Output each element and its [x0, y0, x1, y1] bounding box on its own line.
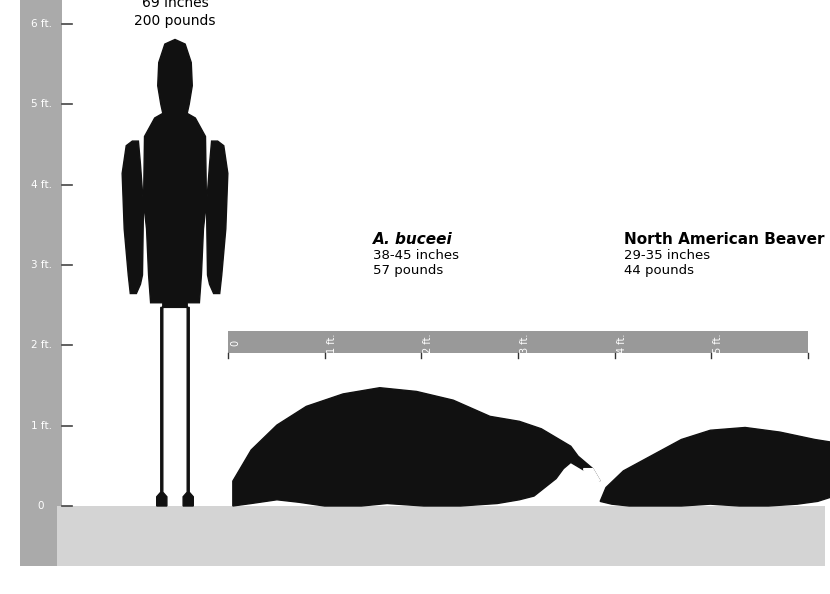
Text: 29-35 inches: 29-35 inches — [624, 249, 710, 262]
Bar — [20, 0, 62, 566]
Text: 1 ft.: 1 ft. — [327, 334, 337, 353]
Text: A. buceei: A. buceei — [373, 232, 452, 247]
Text: 6 ft.: 6 ft. — [810, 334, 820, 353]
Text: 44 pounds: 44 pounds — [624, 264, 695, 277]
Text: 3 ft.: 3 ft. — [31, 260, 51, 270]
Text: 1 ft.: 1 ft. — [31, 421, 51, 431]
Text: 2 ft.: 2 ft. — [423, 334, 433, 353]
Text: 2 ft.: 2 ft. — [31, 340, 51, 350]
Text: 57 pounds: 57 pounds — [373, 264, 443, 277]
Polygon shape — [583, 469, 600, 481]
Text: 3 ft.: 3 ft. — [520, 334, 530, 353]
Text: 0: 0 — [230, 340, 240, 346]
Text: 38-45 inches: 38-45 inches — [373, 249, 459, 262]
Text: 5 ft.: 5 ft. — [713, 334, 723, 353]
Polygon shape — [122, 39, 228, 506]
Polygon shape — [233, 388, 600, 506]
Bar — [228, 331, 808, 353]
Text: 4 ft.: 4 ft. — [31, 179, 51, 189]
Polygon shape — [600, 428, 830, 506]
Text: 200 pounds: 200 pounds — [134, 14, 216, 28]
Bar — [57, 506, 825, 566]
Text: 6 ft.: 6 ft. — [31, 19, 51, 29]
Text: 5 ft.: 5 ft. — [31, 99, 51, 109]
Text: 4 ft.: 4 ft. — [617, 334, 627, 353]
Text: 69 inches: 69 inches — [142, 0, 208, 10]
Text: 0: 0 — [37, 501, 44, 511]
Text: North American Beaver: North American Beaver — [624, 232, 825, 247]
